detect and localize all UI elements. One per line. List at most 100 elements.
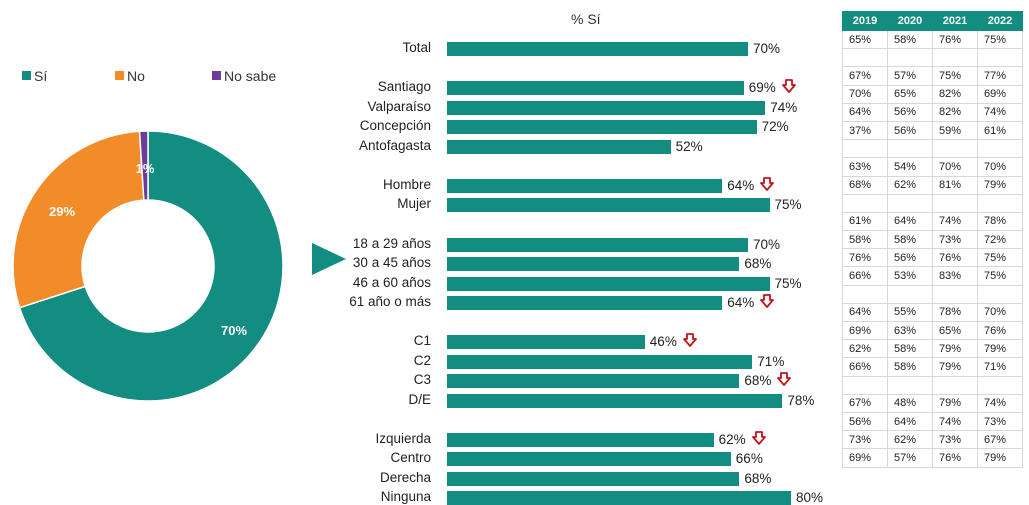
bar-value-label: 52% xyxy=(675,138,703,154)
table-cell: 83% xyxy=(932,266,978,286)
bar xyxy=(447,120,757,135)
table-cell xyxy=(932,193,978,213)
table-cell: 58% xyxy=(887,357,933,377)
table-cell: 75% xyxy=(932,66,978,86)
table-cell xyxy=(842,48,888,68)
legend-item-si: Sí xyxy=(22,68,47,84)
table-cell: 63% xyxy=(887,320,933,341)
legend-swatch-si xyxy=(22,71,31,80)
bar-label: Hombre xyxy=(382,177,431,192)
table-row: 64% 56% 82% 74% xyxy=(842,102,1023,122)
table-spacer-row xyxy=(842,193,1023,213)
table-cell: 74% xyxy=(977,102,1023,122)
table-cell: 67% xyxy=(842,393,888,413)
bar-label: Concepción xyxy=(359,118,431,134)
table-cell xyxy=(977,193,1023,213)
bar-value-label: 68% xyxy=(744,373,772,389)
table-cell: 54% xyxy=(887,157,933,177)
bar xyxy=(447,433,714,447)
bar-value-label: 72% xyxy=(761,119,789,135)
bar xyxy=(447,491,791,505)
table-cell: 58% xyxy=(887,29,933,50)
bar-label: C1 xyxy=(413,333,431,349)
table-cell: 75% xyxy=(977,29,1023,50)
table-spacer-row xyxy=(842,139,1023,159)
bar-label: Derecha xyxy=(379,469,431,485)
table-cell: 56% xyxy=(887,102,933,122)
bar-label: Izquierda xyxy=(375,431,431,446)
pointer-triangle xyxy=(312,243,346,275)
table-row: 66% 58% 79% 71% xyxy=(842,357,1023,377)
table-cell: 53% xyxy=(887,266,933,286)
table-cell xyxy=(887,193,933,213)
down-arrow-icon xyxy=(682,333,697,348)
legend-swatch-no xyxy=(115,71,124,80)
table-row: 63% 54% 70% 70% xyxy=(842,157,1023,177)
bar-label: 18 a 29 años xyxy=(352,235,431,251)
bar-value-label: 75% xyxy=(774,275,802,291)
bar-label: Centro xyxy=(390,450,431,466)
table-cell: 57% xyxy=(887,66,933,86)
bar xyxy=(447,179,723,193)
table-cell: 71% xyxy=(977,357,1023,377)
table-cell: 57% xyxy=(887,448,933,468)
table-cell: 76% xyxy=(977,320,1023,341)
bar-value-label: 70% xyxy=(753,41,781,56)
bar-value-label: 69% xyxy=(748,80,776,96)
table-cell: 70% xyxy=(977,157,1023,177)
table-cell: 76% xyxy=(842,248,888,268)
table-cell: 78% xyxy=(932,302,978,323)
bar xyxy=(447,100,766,115)
bar xyxy=(447,335,645,350)
bar-label: Santiago xyxy=(377,79,431,95)
table-cell: 55% xyxy=(887,302,933,323)
table-cell xyxy=(977,48,1023,68)
bar-value-label: 62% xyxy=(718,432,746,447)
table-cell: 72% xyxy=(977,230,1023,250)
bar-label: Total xyxy=(402,40,431,55)
table-cell xyxy=(842,284,888,304)
bar-value-label: 80% xyxy=(796,490,824,505)
slice-nosabe xyxy=(138,130,149,201)
table-cell: 82% xyxy=(932,102,978,122)
slice-label-no: 29% xyxy=(49,204,75,219)
table-cell: 56% xyxy=(887,248,933,268)
table-cell: 73% xyxy=(932,430,978,450)
table-cell: 82% xyxy=(932,84,978,104)
table-row: 68% 62% 81% 79% xyxy=(842,175,1023,195)
table-spacer-row xyxy=(842,284,1023,304)
table-cell: 76% xyxy=(932,29,978,50)
bar-label: 30 a 45 años xyxy=(352,255,431,271)
table-cell: 62% xyxy=(887,430,933,450)
table-cell: 68% xyxy=(842,175,888,195)
table-cell: 62% xyxy=(842,339,888,359)
table-cell: 64% xyxy=(842,302,888,323)
bar xyxy=(447,471,740,486)
table-row: 56% 64% 74% 73% xyxy=(842,411,1023,432)
table-row: 61% 64% 74% 78% xyxy=(842,211,1023,232)
header-2022: 2022 xyxy=(977,11,1023,31)
table-cell: 70% xyxy=(842,84,888,104)
table-cell: 79% xyxy=(977,175,1023,195)
table-row: 66% 53% 83% 75% xyxy=(842,266,1023,286)
table-cell: 65% xyxy=(842,29,888,50)
legend-item-no: No xyxy=(115,68,145,84)
table-cell: 73% xyxy=(842,430,888,450)
table-cell: 77% xyxy=(977,66,1023,86)
slice-no xyxy=(12,130,145,309)
table-cell: 79% xyxy=(932,357,978,377)
table-cell: 59% xyxy=(932,120,978,141)
bar-value-label: 74% xyxy=(770,99,798,115)
table-cell: 73% xyxy=(932,230,978,250)
table-cell: 79% xyxy=(977,448,1023,468)
bar-label: C3 xyxy=(413,372,431,388)
table-cell: 75% xyxy=(977,248,1023,268)
table-cell: 69% xyxy=(842,448,888,468)
bar xyxy=(447,276,770,291)
slice-si xyxy=(18,130,284,402)
header-2020: 2020 xyxy=(887,11,933,31)
table-cell: 64% xyxy=(842,102,888,122)
table-cell: 67% xyxy=(842,66,888,86)
table-cell: 58% xyxy=(887,339,933,359)
